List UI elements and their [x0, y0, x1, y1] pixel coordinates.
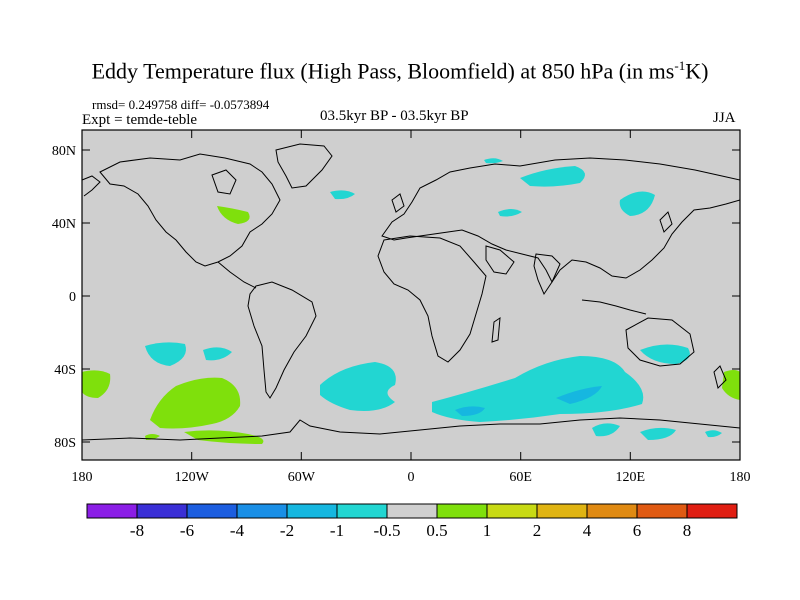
colorbar-swatch: [486, 503, 538, 519]
anomaly-patch-negative: [520, 166, 585, 187]
coastline-new-zealand: [713, 365, 727, 389]
map-title: Eddy Temperature flux (High Pass, Bloomf…: [91, 58, 709, 84]
anomaly-patch-negative: [619, 191, 655, 216]
x-tick-label: 180: [730, 470, 751, 485]
colorbar-swatch: [386, 503, 438, 519]
colorbar-swatch: [336, 503, 388, 519]
colorbar-swatch: [186, 503, 238, 519]
map-panel: 80N 40N 0 40S 80S 180 120W 60W 0 60E 120…: [52, 129, 751, 485]
x-axis-labels: 180 120W 60W 0 60E 120E 180: [72, 470, 751, 485]
anomaly-patch-negative: [145, 342, 186, 366]
x-axis-ticks: [81, 130, 741, 460]
colorbar-label: -4: [229, 521, 245, 540]
y-tick-label: 80N: [52, 144, 76, 159]
coastline-australia: [625, 317, 695, 367]
experiment-label: Expt = temde-teble: [82, 112, 198, 128]
colorbar-label: 4: [582, 521, 592, 540]
coastline-central-america: [217, 261, 257, 289]
colorbar-swatch: [636, 503, 688, 519]
colorbar-label: 2: [532, 521, 542, 540]
coastline-indonesia: [581, 299, 647, 315]
anomaly-patch-negative: [320, 362, 396, 411]
anomaly-patch-negative: [432, 356, 644, 422]
colorbar-label: 8: [682, 521, 692, 540]
anomaly-patch-positive: [150, 377, 241, 429]
coastline-south-america: [247, 281, 317, 399]
x-tick-label: 180: [72, 470, 93, 485]
anomaly-patch-positive: [722, 370, 740, 400]
coastline-india: [533, 253, 561, 296]
y-tick-label: 40N: [52, 217, 76, 232]
anomaly-patch-negative: [498, 209, 522, 217]
colorbar-swatch: [686, 503, 738, 519]
colorbar: [86, 503, 738, 519]
anomaly-patch-negative-core: [455, 406, 485, 416]
colorbar-label: -8: [129, 521, 145, 540]
coastline-arabia: [485, 245, 515, 275]
colorbar-label: 0.5: [426, 521, 448, 540]
y-tick-label: 0: [69, 290, 76, 305]
x-tick-label: 120E: [616, 470, 646, 485]
colorbar-swatch: [536, 503, 588, 519]
anomaly-patch-negative-core: [556, 386, 602, 404]
anomaly-patch-negative: [705, 430, 722, 438]
y-axis-ticks: [82, 149, 740, 443]
colorbar-label: -2: [279, 521, 295, 540]
anomaly-fields: [82, 158, 740, 444]
coastline-japan: [659, 211, 673, 233]
anomaly-patch-positive: [184, 430, 264, 444]
colorbar-label: -0.5: [373, 521, 401, 540]
y-tick-label: 80S: [54, 436, 76, 451]
coastline-eurasia: [381, 157, 741, 283]
x-tick-label: 60W: [288, 470, 316, 485]
coastline-greenland: [275, 143, 333, 189]
colorbar-swatch: [286, 503, 338, 519]
coastline-antarctica: [81, 417, 741, 441]
anomaly-patch-positive: [82, 370, 111, 398]
anomaly-patch-negative: [203, 347, 232, 361]
coastline-hudson-bay: [211, 169, 237, 195]
colorbar-label: -6: [179, 521, 195, 540]
colorbar-label: 6: [632, 521, 642, 540]
coastline-africa: [377, 235, 487, 363]
colorbar-swatch: [136, 503, 188, 519]
colorbar-swatch: [86, 503, 138, 519]
anomaly-patch-negative: [640, 344, 690, 364]
coastline-uk: [391, 193, 405, 213]
x-tick-label: 60E: [509, 470, 532, 485]
anomaly-patch-negative: [640, 427, 676, 440]
anomaly-patch-negative: [330, 190, 355, 200]
y-tick-label: 40S: [54, 363, 76, 378]
coastline-north-america: [99, 153, 281, 267]
x-tick-label: 120W: [175, 470, 210, 485]
colorbar-swatch: [586, 503, 638, 519]
colorbar-swatch: [436, 503, 488, 519]
coastline-alaska: [81, 175, 101, 197]
period-label: 03.5kyr BP - 03.5kyr BP: [320, 108, 469, 124]
season-label: JJA: [713, 110, 736, 126]
colorbar-label: 1: [482, 521, 492, 540]
y-axis-labels: 80N 40N 0 40S 80S: [52, 144, 76, 451]
stats-text: rmsd= 0.249758 diff= -0.0573894: [92, 97, 270, 112]
colorbar-label: -1: [329, 521, 345, 540]
anomaly-patch-positive: [217, 206, 250, 224]
anomaly-patch-negative: [484, 158, 503, 164]
coastlines: [81, 143, 741, 441]
anomaly-patch-negative: [592, 423, 620, 437]
colorbar-swatch: [236, 503, 288, 519]
coastline-madagascar: [491, 317, 501, 343]
x-tick-label: 0: [408, 470, 415, 485]
